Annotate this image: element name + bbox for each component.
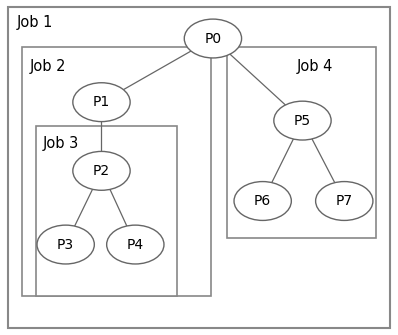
Text: Job 4: Job 4 xyxy=(297,59,333,74)
FancyBboxPatch shape xyxy=(36,126,177,296)
Text: P6: P6 xyxy=(254,194,271,208)
Ellipse shape xyxy=(73,151,130,190)
FancyBboxPatch shape xyxy=(22,47,211,296)
Text: P0: P0 xyxy=(204,31,222,46)
Ellipse shape xyxy=(316,182,373,220)
Text: P7: P7 xyxy=(336,194,353,208)
Ellipse shape xyxy=(184,19,242,58)
Text: P4: P4 xyxy=(127,238,144,252)
Text: P3: P3 xyxy=(57,238,74,252)
Ellipse shape xyxy=(107,225,164,264)
FancyBboxPatch shape xyxy=(8,7,390,328)
Text: Job 2: Job 2 xyxy=(30,59,66,74)
Text: P1: P1 xyxy=(93,95,110,109)
Ellipse shape xyxy=(274,101,331,140)
Ellipse shape xyxy=(37,225,94,264)
Ellipse shape xyxy=(73,83,130,122)
Text: P5: P5 xyxy=(294,114,311,128)
FancyBboxPatch shape xyxy=(227,47,376,238)
Text: Job 3: Job 3 xyxy=(43,136,79,151)
Text: P2: P2 xyxy=(93,164,110,178)
Ellipse shape xyxy=(234,182,291,220)
Text: Job 1: Job 1 xyxy=(17,15,53,30)
